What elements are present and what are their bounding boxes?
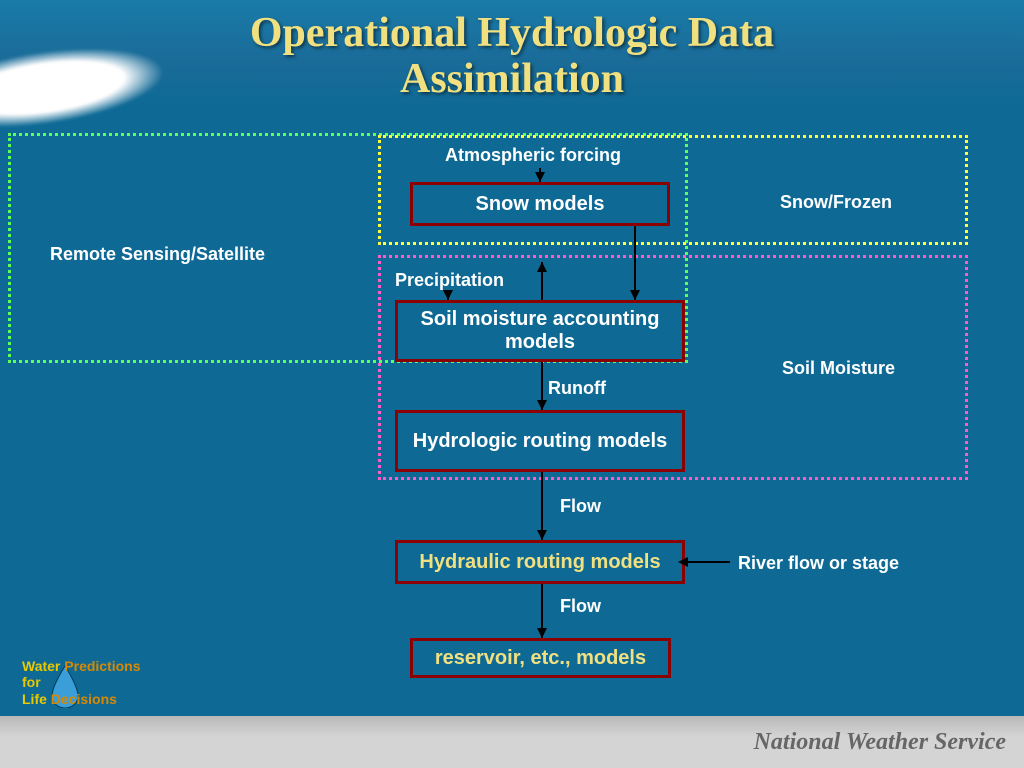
tagline-decisions: Decisions (47, 691, 117, 707)
label-remote-sensing: Remote Sensing/Satellite (50, 244, 265, 265)
slide-title: Operational Hydrologic Data Assimilation (0, 10, 1024, 102)
box-reservoir-models: reservoir, etc., models (410, 638, 671, 678)
label-atmospheric-forcing: Atmospheric forcing (445, 145, 621, 166)
box-snow-models: Snow models (410, 182, 670, 226)
tagline-for: for (22, 674, 41, 690)
tagline-predictions: Predictions (60, 658, 140, 674)
footer-bar: National Weather Service (0, 716, 1024, 768)
tagline-life: Life (22, 691, 47, 707)
label-flow-2: Flow (560, 596, 601, 617)
label-precipitation: Precipitation (395, 270, 504, 291)
label-river-flow: River flow or stage (738, 553, 899, 574)
box-hydrologic-routing: Hydrologic routing models (395, 410, 685, 472)
tagline-water: Water (22, 658, 60, 674)
tagline: Water Predictions for Life Decisions (22, 658, 141, 708)
box-hydraulic-routing: Hydraulic routing models (395, 540, 685, 584)
title-text: Operational Hydrologic Data Assimilation (250, 10, 774, 102)
box-soil-moisture-models: Soil moisture accounting models (395, 300, 685, 362)
label-runoff: Runoff (548, 378, 606, 399)
label-flow-1: Flow (560, 496, 601, 517)
label-snow-frozen: Snow/Frozen (780, 192, 892, 213)
footer-text: National Weather Service (754, 729, 1006, 756)
label-soil-moisture: Soil Moisture (782, 358, 895, 379)
